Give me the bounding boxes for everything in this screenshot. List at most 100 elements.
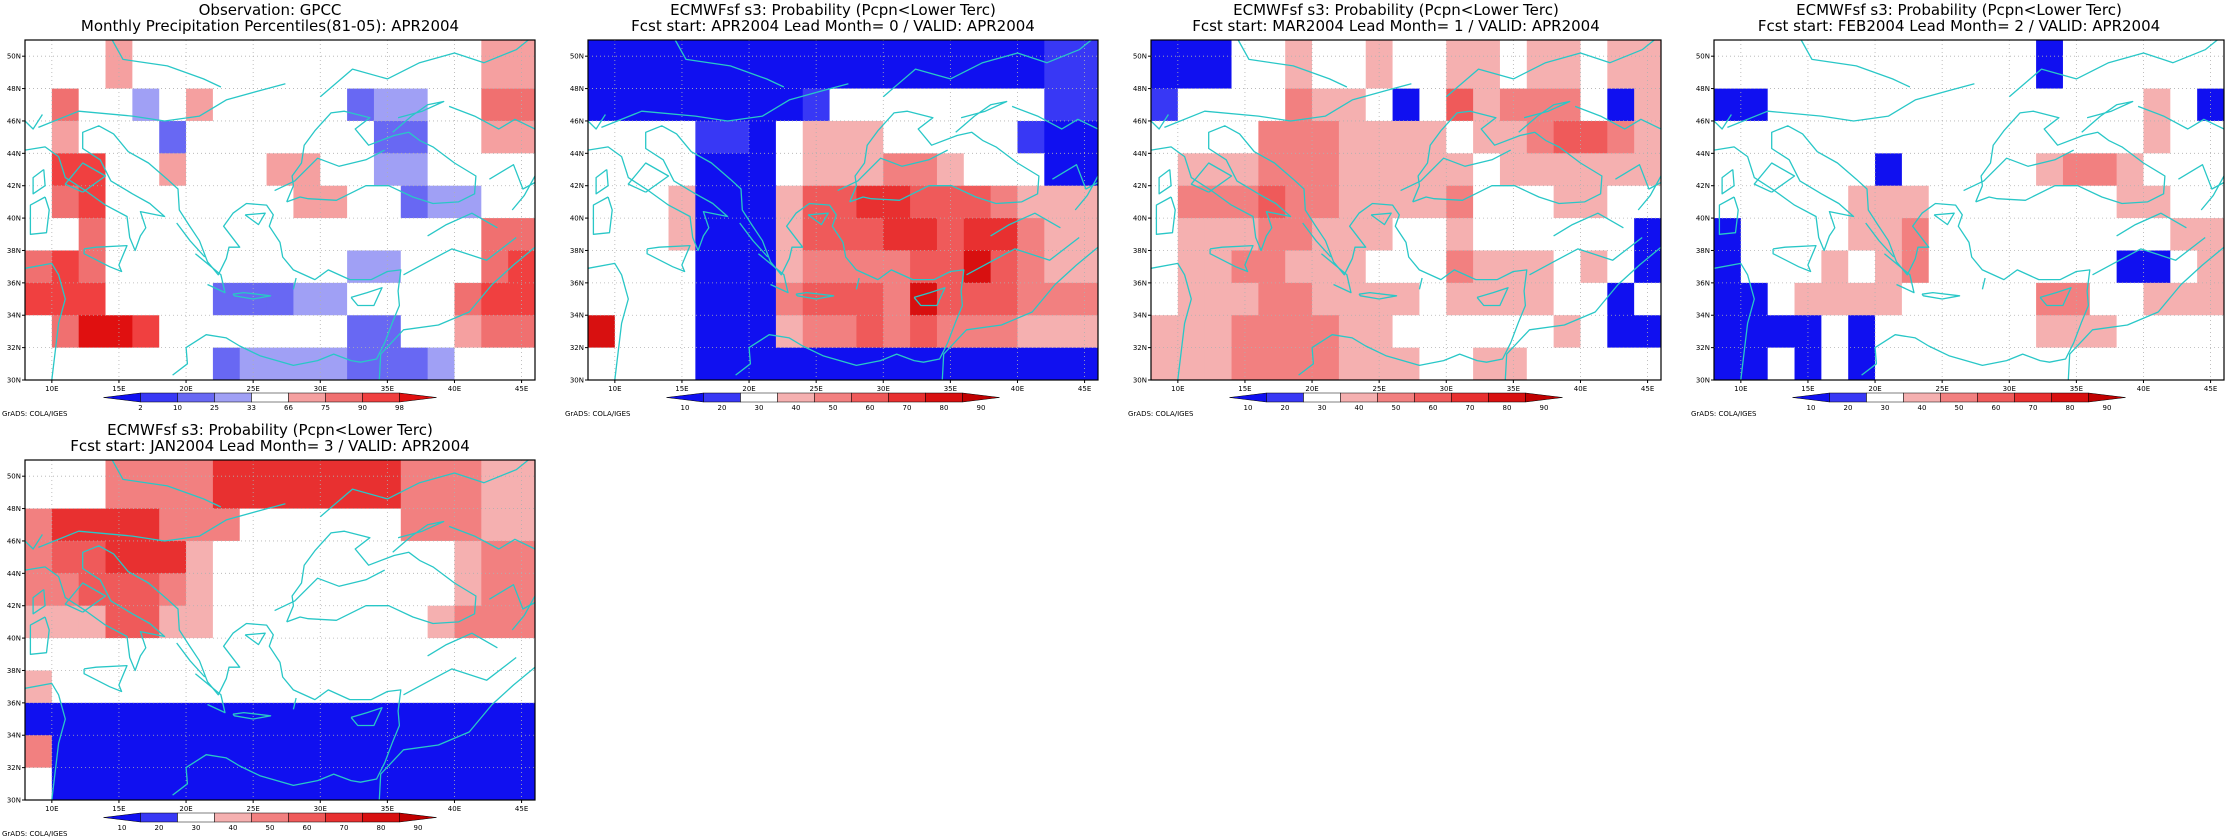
- y-tick-label: 36N: [7, 279, 21, 287]
- panel-forecast-lead-0: ECMWFsf s3: Probability (Pcpn<Lower Terc…: [563, 0, 1103, 420]
- heatmap-cell: [1392, 153, 1420, 187]
- heatmap-cell: [454, 282, 482, 316]
- coastline: [941, 246, 1099, 381]
- colorbar-label: 75: [321, 404, 330, 412]
- y-tick-label: 32N: [1696, 344, 1710, 352]
- y-tick-label: 50N: [7, 53, 21, 61]
- panel-forecast-lead-2: ECMWFsf s3: Probability (Pcpn<Lower Terc…: [1689, 0, 2229, 420]
- heatmap-cell: [212, 40, 241, 89]
- heatmap-cell: [1982, 218, 2010, 251]
- coastline: [176, 222, 206, 258]
- heatmap-cell: [25, 735, 53, 769]
- y-tick-label: 46N: [7, 117, 21, 125]
- heatmap-cell: [749, 120, 777, 154]
- heatmap-cell: [266, 40, 294, 89]
- heatmap-cell: [1177, 218, 1206, 251]
- heatmap-cell: [1017, 120, 1045, 154]
- heatmap-cell: [1204, 250, 1232, 284]
- heatmap-cell: [347, 40, 375, 89]
- heatmap-cell: [1017, 315, 1045, 349]
- coastline: [378, 246, 536, 381]
- heatmap-cell: [1446, 282, 1474, 316]
- heatmap-cell: [1740, 120, 1769, 154]
- x-tick-label: 25E: [246, 385, 259, 393]
- x-tick-label: 10E: [608, 385, 621, 393]
- heatmap-cell: [749, 153, 777, 187]
- heatmap-cell: [1312, 218, 1340, 251]
- heatmap-cell: [1258, 153, 1286, 187]
- heatmap-cell: [963, 120, 992, 154]
- x-tick-label: 10E: [1734, 385, 1747, 393]
- heatmap-cell: [347, 282, 375, 316]
- heatmap-cell: [400, 315, 429, 349]
- colorbar-segment: [214, 392, 252, 403]
- heatmap-cell: [212, 218, 241, 251]
- heatmap-cell: [1177, 347, 1206, 381]
- heatmap-cell: [266, 250, 294, 284]
- heatmap-cell: [320, 282, 348, 316]
- heatmap-cell: [963, 153, 992, 187]
- heatmap-cell: [1419, 250, 1447, 284]
- heatmap-cell: [1553, 153, 1581, 187]
- heatmap-cell: [481, 605, 509, 639]
- coastlines: [587, 39, 1099, 381]
- heatmap-cell: [25, 347, 53, 381]
- heatmap-cell: [239, 573, 267, 607]
- heatmap-cell: [2197, 185, 2225, 219]
- grads-credit: GrADS: COLA/IGES: [2, 410, 68, 418]
- heatmap-cell: [856, 315, 884, 349]
- y-tick-label: 30N: [1696, 377, 1710, 385]
- heatmap-cell: [1419, 282, 1447, 316]
- heatmap-cell: [186, 315, 214, 349]
- colorbar-label: 66: [284, 404, 293, 412]
- coastline: [1320, 253, 1352, 294]
- heatmap-cell: [51, 670, 80, 704]
- heatmap-cell: [2009, 315, 2037, 349]
- heatmap-cell: [105, 185, 133, 219]
- heatmap-cell: [454, 573, 482, 607]
- heatmap-cell: [883, 40, 911, 89]
- heatmap-cell: [1365, 250, 1393, 284]
- heatmap-cell: [320, 540, 348, 574]
- heatmap-cell: [1365, 153, 1393, 187]
- x-tick-label: 45E: [1078, 385, 1091, 393]
- heatmap-cell: [132, 88, 160, 122]
- heatmap-cell: [2089, 120, 2118, 154]
- heatmap-cell: [347, 120, 375, 154]
- heatmap-cell: [132, 767, 160, 801]
- heatmap-cell: [1821, 347, 1849, 381]
- heatmap-cell: [481, 185, 509, 219]
- heatmap-cell: [829, 153, 857, 187]
- heatmap-cell: [266, 120, 294, 154]
- heatmap-cell: [427, 540, 455, 574]
- y-tick-label: 30N: [7, 797, 21, 805]
- heatmap-cell: [293, 638, 321, 671]
- x-tick-label: 45E: [1641, 385, 1654, 393]
- heatmap-cell: [1794, 282, 1822, 316]
- coastline: [403, 236, 517, 276]
- heatmap-cell: [159, 735, 187, 769]
- colorbar-label: 70: [903, 404, 912, 412]
- heatmap-cell: [2143, 347, 2171, 381]
- colorbar-segment: [1340, 392, 1378, 403]
- heatmap-cell: [454, 638, 482, 671]
- heatmap-cell: [2062, 250, 2091, 284]
- heatmap-cell: [25, 315, 53, 349]
- coastline: [392, 100, 445, 133]
- heatmap-cell: [856, 185, 884, 219]
- heatmap-cell: [668, 153, 696, 187]
- y-tick-label: 40N: [1696, 215, 1710, 223]
- heatmap-cell: [2089, 282, 2118, 316]
- coastline: [1865, 222, 1895, 258]
- coastline: [1412, 110, 1603, 205]
- heatmap-cell: [1848, 282, 1876, 316]
- coastline: [24, 545, 402, 796]
- heatmap-cell: [775, 347, 804, 381]
- heatmap-cell: [1580, 218, 1608, 251]
- heatmap-cell: [159, 282, 187, 316]
- colorbar-label: 30: [1881, 404, 1890, 412]
- heatmap-cell: [78, 40, 106, 89]
- heatmap-cell: [25, 670, 53, 704]
- coastline: [24, 682, 66, 801]
- heatmap-cell: [2036, 315, 2064, 349]
